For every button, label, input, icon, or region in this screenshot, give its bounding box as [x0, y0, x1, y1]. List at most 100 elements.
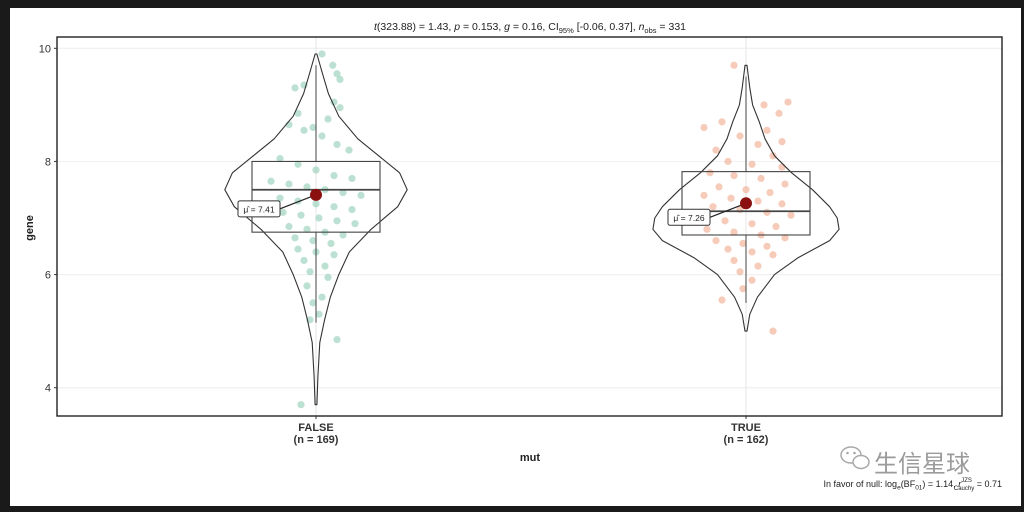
data-point-false: [306, 268, 314, 276]
data-point-false: [351, 220, 359, 228]
data-point-false: [345, 146, 353, 154]
data-point-false: [303, 183, 311, 191]
data-point-true: [703, 225, 711, 233]
data-point-false: [321, 262, 329, 270]
data-point-true: [772, 222, 780, 231]
data-point-false: [276, 155, 284, 163]
data-point-true: [748, 276, 756, 284]
data-point-false: [333, 140, 341, 149]
data-point-true: [763, 242, 771, 250]
data-point-false: [339, 231, 347, 239]
data-point-true: [742, 186, 750, 194]
data-point-true: [754, 262, 762, 270]
data-point-true: [766, 188, 774, 197]
mean-point-true: [740, 197, 752, 210]
data-point-false: [330, 203, 338, 211]
mean-point-false: [310, 188, 322, 201]
data-point-false: [297, 211, 305, 219]
data-point-true: [769, 152, 777, 160]
data-point-true: [739, 285, 747, 293]
data-point-false: [312, 166, 320, 174]
data-point-false: [318, 293, 326, 301]
data-point-true: [748, 248, 756, 256]
data-point-true: [787, 211, 795, 219]
plot-border: [56, 36, 1003, 417]
box-true: [681, 171, 811, 236]
data-point-false: [330, 98, 338, 106]
data-point-false: [309, 237, 317, 245]
violin-false: [224, 53, 408, 406]
data-point-true: [754, 197, 762, 205]
data-point-true: [730, 228, 738, 236]
data-point-false: [285, 222, 293, 231]
plot-area: μ̂ = 7.41 μ̂ = 7.26 4 6 8 10 FALSE(n = 169) T…: [39, 36, 1003, 446]
data-point-false: [291, 84, 299, 92]
data-point-false: [336, 104, 344, 112]
data-point-true: [724, 245, 732, 253]
mean-label: μ̂ = 7.26: [673, 213, 704, 223]
jitter-points: [267, 50, 795, 409]
mean-label-connector: [279, 194, 317, 210]
data-point-true: [754, 140, 762, 149]
data-point-true: [700, 191, 708, 199]
data-point-true: [730, 61, 738, 69]
data-point-false: [318, 132, 326, 140]
data-point-false: [330, 251, 338, 259]
data-point-false: [279, 208, 287, 216]
data-point-true: [718, 296, 726, 304]
data-point-false: [348, 205, 356, 214]
data-point-true: [784, 98, 792, 106]
violin-true: [652, 64, 840, 332]
data-point-true: [778, 163, 786, 171]
data-point-false: [327, 239, 335, 248]
x-tick-count-label: (n = 162): [724, 434, 769, 446]
y-tick-label: 8: [45, 156, 51, 168]
mean-label-box: [667, 208, 711, 226]
data-point-false: [315, 310, 323, 318]
data-point-false: [357, 191, 365, 199]
data-point-false: [312, 200, 320, 208]
plot-panel: [57, 37, 1002, 416]
data-point-true: [781, 180, 789, 188]
data-point-true: [730, 171, 738, 180]
data-point-false: [300, 126, 308, 134]
data-point-true: [721, 217, 729, 225]
data-point-false: [333, 70, 341, 78]
data-point-true: [718, 118, 726, 126]
mean-markers: μ̂ = 7.41 μ̂ = 7.26: [237, 188, 752, 226]
data-point-false: [267, 177, 275, 185]
data-point-true: [700, 123, 708, 132]
data-point-true: [781, 234, 789, 242]
data-point-false: [336, 75, 344, 84]
y-axis: 4 6 8 10: [39, 43, 57, 395]
data-point-true: [748, 160, 756, 168]
data-point-true: [736, 268, 744, 276]
x-tick-count-label: (n = 169): [294, 434, 339, 446]
data-point-false: [330, 171, 338, 180]
data-point-true: [715, 183, 723, 191]
data-point-true: [712, 146, 720, 154]
y-axis-title: gene: [24, 215, 36, 241]
data-point-false: [329, 61, 337, 69]
x-tick-label: FALSE: [298, 422, 333, 434]
data-point-false: [333, 336, 341, 344]
data-point-true: [775, 109, 783, 117]
data-point-false: [315, 214, 323, 222]
data-point-false: [348, 174, 356, 183]
mean-label: μ̂ = 7.41: [243, 204, 274, 214]
y-tick-label: 4: [45, 383, 51, 395]
data-point-true: [712, 237, 720, 245]
mean-label-connector: [709, 202, 747, 218]
data-point-false: [309, 123, 317, 132]
data-point-true: [778, 200, 786, 208]
y-tick-label: 6: [45, 270, 51, 282]
data-point-true: [748, 220, 756, 228]
x-tick-label: TRUE: [731, 422, 761, 434]
box-false: [251, 160, 381, 233]
data-point-true: [739, 239, 747, 248]
data-point-true: [760, 101, 768, 109]
data-point-true: [778, 138, 786, 146]
data-point-false: [303, 225, 311, 233]
data-point-true: [730, 256, 738, 265]
